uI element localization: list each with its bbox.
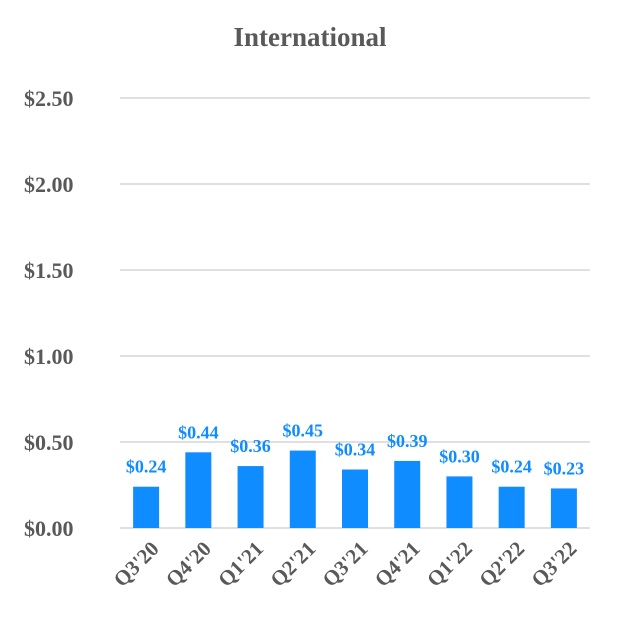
x-category-label: Q4'20 bbox=[161, 537, 216, 592]
y-tick-label: $0.50 bbox=[24, 430, 74, 455]
x-category-label: Q4'21 bbox=[370, 537, 425, 592]
bar bbox=[550, 488, 577, 528]
bar bbox=[394, 460, 421, 528]
y-tick-label: $2.50 bbox=[24, 86, 74, 111]
data-label: $0.36 bbox=[230, 436, 271, 456]
data-label: $0.24 bbox=[126, 457, 167, 477]
data-label: $0.34 bbox=[335, 440, 376, 460]
data-label: $0.45 bbox=[283, 421, 324, 441]
x-category-label: Q3'20 bbox=[109, 537, 164, 592]
y-axis-ticks: $0.00 $0.50 $1.00 $1.50 $2.00 $2.50 bbox=[24, 86, 74, 541]
bar bbox=[446, 476, 473, 528]
x-category-label: Q3'21 bbox=[318, 537, 373, 592]
data-label: $0.44 bbox=[178, 422, 219, 442]
data-labels: $0.24 $0.44 $0.36 $0.45 $0.34 $0.39 $0.30 $0.24… bbox=[126, 421, 584, 479]
data-label: $0.30 bbox=[439, 446, 480, 466]
bar bbox=[342, 469, 368, 528]
chart-title: International bbox=[233, 22, 387, 52]
bar bbox=[498, 486, 525, 528]
y-tick-label: $1.00 bbox=[24, 344, 74, 369]
bar bbox=[133, 486, 160, 528]
x-category-label: Q3'22 bbox=[527, 537, 582, 592]
data-label: $0.24 bbox=[491, 457, 532, 477]
y-tick-label: $0.00 bbox=[24, 516, 74, 541]
x-category-label: Q2'21 bbox=[265, 537, 320, 592]
y-tick-label: $1.50 bbox=[24, 258, 74, 283]
bar bbox=[185, 452, 212, 528]
bars bbox=[133, 450, 577, 528]
x-category-label: Q1'22 bbox=[422, 537, 477, 592]
x-axis-categories: Q3'20Q4'20Q1'21Q2'21Q3'21Q4'21Q1'22Q2'22… bbox=[109, 537, 582, 592]
y-tick-label: $2.00 bbox=[24, 172, 74, 197]
data-label: $0.39 bbox=[387, 431, 428, 451]
bar bbox=[237, 466, 264, 528]
x-category-label: Q1'21 bbox=[213, 537, 268, 592]
data-label: $0.23 bbox=[544, 458, 585, 478]
bar bbox=[289, 450, 316, 528]
x-category-label: Q2'22 bbox=[474, 537, 529, 592]
